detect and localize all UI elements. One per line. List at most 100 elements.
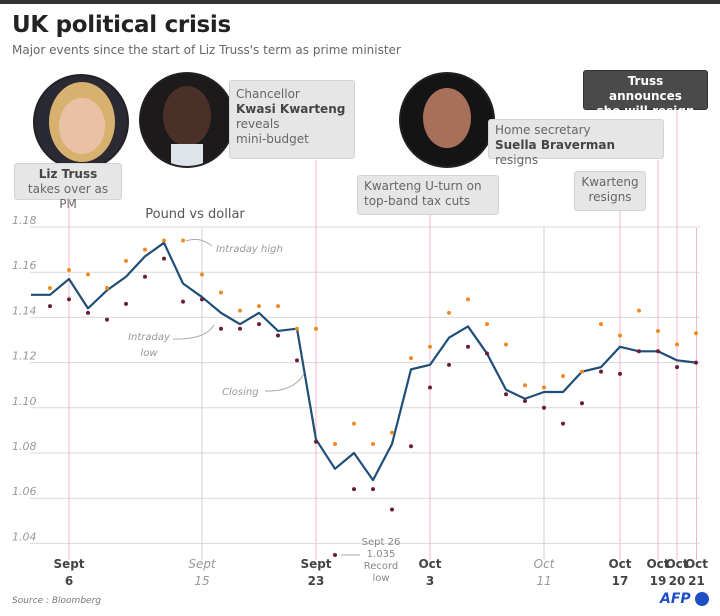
annotation-record-low: Record — [364, 561, 399, 572]
x-tick-label: 17 — [612, 574, 629, 588]
intraday-low-point — [542, 405, 546, 410]
x-tick-label: 3 — [426, 574, 434, 588]
intraday-low-point — [200, 297, 204, 302]
y-tick-label: 1.10 — [12, 395, 37, 408]
event-mini-budget: Chancellor Kwasi Kwarteng reveals mini-b… — [229, 80, 355, 159]
intraday-high-point — [580, 369, 584, 374]
intraday-high-point — [523, 383, 527, 388]
intraday-high-point — [599, 322, 603, 327]
intraday-high-point — [504, 342, 508, 347]
annotation-leader — [264, 371, 306, 392]
intraday-high-point — [105, 286, 109, 291]
intraday-low-point — [675, 365, 679, 370]
annotation-intraday-low: Intraday — [128, 332, 171, 343]
page-title: UK political crisis — [12, 12, 231, 38]
x-tick-label: 15 — [194, 574, 209, 588]
intraday-high-point — [257, 304, 261, 309]
intraday-high-point — [656, 328, 660, 333]
intraday-high-point — [219, 290, 223, 295]
x-tick-label: Oct — [685, 557, 708, 571]
photo-liz-truss — [33, 74, 129, 170]
afp-logo-mark — [695, 592, 709, 606]
photo-kwasi-kwarteng — [139, 72, 235, 168]
y-tick-label: 1.12 — [12, 350, 37, 363]
intraday-high-point — [162, 238, 166, 243]
intraday-low-point — [447, 362, 451, 367]
x-tick-label: 19 — [650, 574, 667, 588]
x-tick-label: 20 — [669, 574, 686, 588]
intraday-high-point — [333, 441, 337, 446]
intraday-high-point — [124, 258, 128, 263]
intraday-low-point — [67, 297, 71, 302]
event-braverman-resigns: Home secretary Suella Braverman resigns — [488, 119, 664, 167]
intraday-low-point — [352, 487, 356, 492]
annotation-closing: Closing — [222, 387, 259, 398]
intraday-low-point — [504, 392, 508, 397]
intraday-high-point — [238, 308, 242, 313]
intraday-low-point — [656, 349, 660, 354]
intraday-low-point — [219, 326, 223, 331]
y-tick-label: 1.06 — [12, 485, 37, 498]
top-border — [0, 0, 720, 4]
page-subtitle: Major events since the start of Liz Trus… — [12, 43, 401, 57]
intraday-high-point — [295, 326, 299, 331]
intraday-low-point — [181, 299, 185, 304]
source-note: Source : Bloomberg — [12, 596, 101, 606]
y-tick-label: 1.04 — [12, 530, 37, 543]
intraday-high-point — [352, 421, 356, 426]
intraday-low-point — [124, 301, 128, 306]
intraday-high-point — [200, 272, 204, 277]
intraday-low-point — [561, 421, 565, 426]
intraday-low-point — [314, 439, 318, 444]
intraday-high-point — [143, 247, 147, 252]
intraday-high-point — [447, 310, 451, 315]
intraday-low-point — [390, 507, 394, 512]
intraday-high-point — [637, 308, 641, 313]
annotation-record-low: 1.035 — [367, 549, 396, 560]
x-tick-label: 23 — [308, 574, 325, 588]
intraday-high-point — [618, 333, 622, 338]
intraday-low-point — [599, 369, 603, 374]
intraday-high-point — [181, 238, 185, 243]
annotation-leader — [172, 324, 215, 340]
x-tick-label: Oct — [534, 557, 556, 571]
x-tick-label: Oct — [665, 557, 688, 571]
intraday-low-point — [257, 322, 261, 327]
record-low-point — [333, 553, 337, 557]
x-tick-label: Oct — [608, 557, 631, 571]
intraday-low-point — [618, 371, 622, 376]
intraday-low-point — [523, 399, 527, 404]
closing-line — [31, 241, 697, 482]
intraday-high-point — [371, 441, 375, 446]
intraday-high-point — [694, 331, 698, 336]
intraday-low-point — [637, 349, 641, 354]
x-tick-label: Oct — [646, 557, 669, 571]
chart-title: Pound vs dollar — [145, 207, 245, 222]
y-tick-label: 1.18 — [12, 214, 37, 227]
intraday-low-point — [162, 256, 166, 261]
x-tick-label: 6 — [65, 574, 73, 588]
intraday-low-point — [580, 401, 584, 406]
intraday-high-point — [276, 304, 280, 309]
y-tick-label: 1.14 — [12, 304, 37, 317]
annotation-record-low: low — [372, 573, 389, 584]
event-kwarteng-resigns: Kwarteng resigns — [574, 171, 646, 211]
x-tick-label: 21 — [688, 574, 705, 588]
intraday-low-point — [371, 487, 375, 492]
intraday-high-point — [314, 326, 318, 331]
annotation-intraday-low: low — [140, 348, 158, 359]
x-tick-label: Sept — [188, 557, 217, 571]
photo-suella-braverman — [399, 72, 495, 168]
event-truss-takes-over: Liz Truss takes over as PM — [14, 163, 122, 211]
intraday-low-point — [485, 351, 489, 356]
event-u-turn: Kwarteng U-turn on top-band tax cuts — [357, 175, 499, 215]
intraday-low-point — [466, 344, 470, 349]
intraday-high-point — [409, 356, 413, 361]
intraday-high-point — [466, 297, 470, 302]
intraday-low-point — [276, 333, 280, 338]
intraday-low-point — [295, 358, 299, 363]
intraday-high-point — [485, 322, 489, 327]
intraday-low-point — [48, 304, 52, 309]
intraday-low-point — [105, 317, 109, 322]
